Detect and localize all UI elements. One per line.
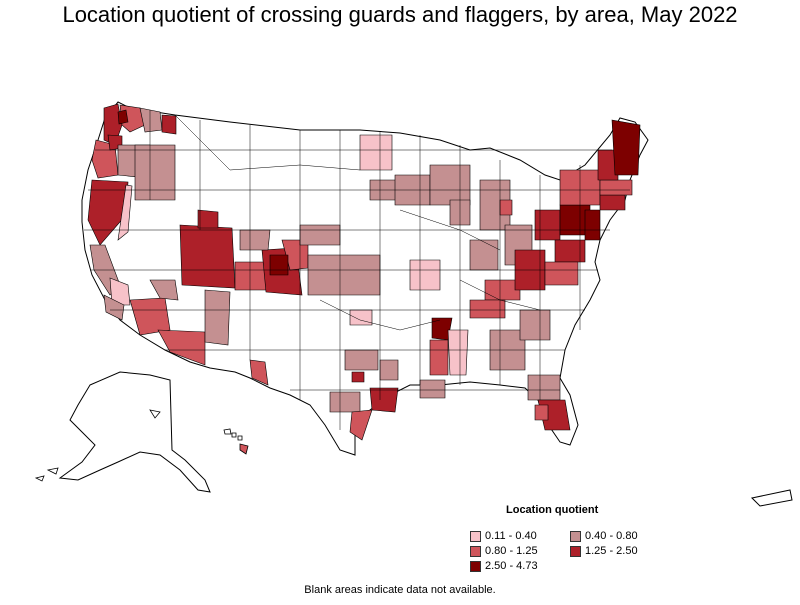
legend: Location quotient 0.11 - 0.40 0.40 - 0.8… <box>470 504 670 572</box>
region-ca-reno <box>117 184 133 241</box>
region-ne-central <box>299 224 341 246</box>
region-az-north <box>149 279 179 301</box>
region-fl-north <box>527 374 561 401</box>
legend-swatch-3 <box>470 545 481 557</box>
region-ut <box>179 224 236 289</box>
region-mo <box>409 259 441 291</box>
puerto-rico <box>750 489 793 507</box>
legend-swatch-4 <box>570 545 581 557</box>
legend-item-3: 0.80 - 1.25 <box>470 545 570 557</box>
region-me <box>611 119 641 176</box>
legend-swatch-2 <box>570 530 581 542</box>
region-ma <box>599 179 633 196</box>
hawaii-islands <box>223 428 249 455</box>
region-nm-west <box>204 289 231 346</box>
region-az-south <box>157 329 206 366</box>
region-la <box>419 379 446 399</box>
region-ut-north <box>197 209 219 229</box>
legend-label-3: 0.80 - 1.25 <box>485 545 538 557</box>
footnote: Blank areas indicate data not available. <box>304 584 496 596</box>
legend-item-1: 0.11 - 0.40 <box>470 530 570 542</box>
region-ky <box>484 279 521 301</box>
legend-item-5: 2.50 - 4.73 <box>470 560 570 572</box>
region-wa-spokane <box>161 114 177 135</box>
legend-title: Location quotient <box>506 504 599 516</box>
legend-label-4: 1.25 - 2.50 <box>585 545 638 557</box>
region-wy-south <box>239 229 271 251</box>
region-al <box>447 329 469 376</box>
legend-item-4: 1.25 - 2.50 <box>570 545 670 557</box>
region-fl-tampa <box>534 404 549 421</box>
region-sc <box>519 309 551 341</box>
region-pa-west <box>534 209 561 241</box>
region-ms <box>429 339 449 376</box>
legend-swatch-5 <box>470 560 481 572</box>
region-ks <box>307 254 381 296</box>
region-tx-dallas <box>351 371 365 383</box>
alaska-islands <box>34 409 161 482</box>
region-tx-coast <box>349 409 373 441</box>
region-ca-la <box>103 294 125 321</box>
region-nj <box>584 209 601 241</box>
region-ca-south <box>109 277 131 306</box>
region-va-north <box>544 261 579 286</box>
legend-label-5: 2.50 - 4.73 <box>485 560 538 572</box>
map-title: Location quotient of crossing guards and… <box>62 2 738 27</box>
legend-swatch-1 <box>470 530 481 542</box>
region-tx-central <box>344 349 379 371</box>
region-nd-east <box>359 134 393 171</box>
region-tx-houston <box>369 387 399 413</box>
legend-item-2: 0.40 - 0.80 <box>570 530 670 542</box>
region-tx-east <box>379 359 399 381</box>
region-md <box>554 239 586 263</box>
region-wi <box>429 164 471 206</box>
region-ok-misc <box>349 309 373 326</box>
legend-label-1: 0.11 - 0.40 <box>485 530 537 542</box>
legend-label-2: 0.40 - 0.80 <box>585 530 638 542</box>
region-tn-east <box>469 299 506 319</box>
area-boundaries <box>84 110 630 430</box>
region-co-denver <box>269 254 289 276</box>
region-wa-seattle <box>117 109 129 125</box>
legend-items: 0.11 - 0.40 0.40 - 0.80 0.80 - 1.25 1.25… <box>470 530 670 572</box>
region-id-central <box>134 144 176 201</box>
region-mi-detroit <box>499 199 513 216</box>
region-nm-elpaso <box>249 359 269 386</box>
region-az-phoenix <box>129 297 171 336</box>
region-in <box>469 239 499 271</box>
region-ct-ri <box>599 194 626 211</box>
alaska-outline <box>58 371 211 493</box>
region-tx-sa <box>329 391 361 413</box>
